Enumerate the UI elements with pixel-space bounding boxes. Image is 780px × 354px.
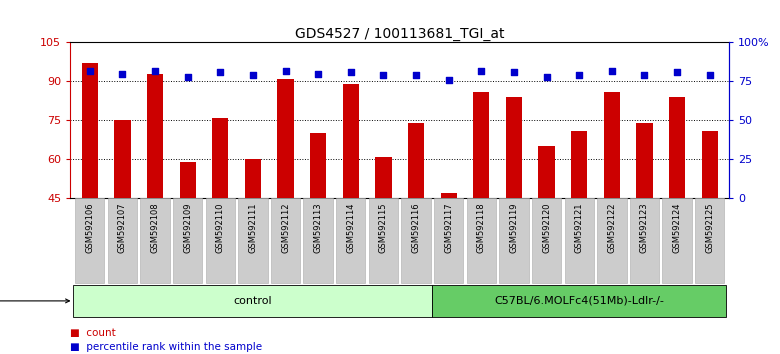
- Bar: [342, 84, 359, 198]
- Point: [345, 69, 357, 75]
- Text: control: control: [233, 296, 272, 306]
- Bar: [369, 198, 398, 283]
- Text: GSM592114: GSM592114: [346, 202, 356, 253]
- Text: GSM592119: GSM592119: [509, 202, 519, 253]
- Text: ■  count: ■ count: [70, 328, 116, 338]
- Point: [214, 69, 226, 75]
- Text: GSM592116: GSM592116: [412, 202, 420, 253]
- Text: genotype/variation: genotype/variation: [0, 296, 69, 306]
- Point: [573, 72, 586, 78]
- Point: [279, 68, 292, 73]
- Bar: [336, 198, 366, 283]
- Text: GSM592111: GSM592111: [248, 202, 257, 253]
- Bar: [212, 118, 229, 198]
- Point: [638, 72, 651, 78]
- Bar: [73, 285, 432, 317]
- Text: GSM592123: GSM592123: [640, 202, 649, 253]
- Text: GSM592108: GSM592108: [151, 202, 160, 253]
- Bar: [434, 198, 463, 283]
- Text: GSM592125: GSM592125: [705, 202, 714, 253]
- Text: GSM592120: GSM592120: [542, 202, 551, 253]
- Bar: [565, 198, 594, 283]
- Text: GSM592112: GSM592112: [281, 202, 290, 253]
- Point: [182, 74, 194, 80]
- Point: [541, 74, 553, 80]
- Bar: [499, 198, 529, 283]
- Point: [312, 71, 324, 76]
- Point: [442, 77, 455, 83]
- Text: C57BL/6.MOLFc4(51Mb)-Ldlr-/-: C57BL/6.MOLFc4(51Mb)-Ldlr-/-: [495, 296, 664, 306]
- Text: GSM592106: GSM592106: [85, 202, 94, 253]
- Point: [246, 72, 259, 78]
- Text: GSM592121: GSM592121: [575, 202, 583, 253]
- Bar: [604, 92, 620, 198]
- Point: [83, 68, 96, 73]
- Bar: [597, 198, 626, 283]
- Bar: [505, 97, 522, 198]
- Bar: [303, 198, 333, 283]
- Point: [475, 68, 488, 73]
- Text: ■  percentile rank within the sample: ■ percentile rank within the sample: [70, 342, 262, 353]
- Bar: [532, 198, 562, 283]
- Bar: [473, 92, 490, 198]
- Point: [704, 72, 716, 78]
- Bar: [179, 162, 196, 198]
- Point: [149, 68, 161, 73]
- Bar: [147, 74, 163, 198]
- Bar: [206, 198, 235, 283]
- Bar: [432, 285, 726, 317]
- Bar: [140, 198, 170, 283]
- Point: [508, 69, 520, 75]
- Text: GSM592109: GSM592109: [183, 202, 192, 253]
- Bar: [271, 198, 300, 283]
- Text: GSM592107: GSM592107: [118, 202, 127, 253]
- Bar: [245, 159, 261, 198]
- Bar: [629, 198, 659, 283]
- Bar: [238, 198, 268, 283]
- Point: [378, 72, 390, 78]
- Bar: [669, 97, 686, 198]
- Bar: [701, 131, 718, 198]
- Text: GSM592124: GSM592124: [672, 202, 682, 253]
- Text: GSM592110: GSM592110: [216, 202, 225, 253]
- Point: [116, 71, 129, 76]
- Bar: [82, 63, 98, 198]
- Title: GDS4527 / 100113681_TGI_at: GDS4527 / 100113681_TGI_at: [295, 28, 505, 41]
- Text: GSM592122: GSM592122: [608, 202, 616, 253]
- Bar: [408, 123, 424, 198]
- Bar: [636, 123, 653, 198]
- Bar: [441, 193, 457, 198]
- Bar: [310, 133, 326, 198]
- Bar: [173, 198, 202, 283]
- Text: GSM592117: GSM592117: [444, 202, 453, 253]
- Text: GSM592118: GSM592118: [477, 202, 486, 253]
- Bar: [108, 198, 137, 283]
- Point: [410, 72, 422, 78]
- Bar: [695, 198, 725, 283]
- Text: GSM592113: GSM592113: [314, 202, 323, 253]
- Point: [671, 69, 683, 75]
- Bar: [75, 198, 105, 283]
- Point: [605, 68, 618, 73]
- Bar: [466, 198, 496, 283]
- Bar: [375, 157, 392, 198]
- Bar: [278, 79, 294, 198]
- Bar: [114, 120, 130, 198]
- Text: GSM592115: GSM592115: [379, 202, 388, 253]
- Bar: [662, 198, 692, 283]
- Bar: [571, 131, 587, 198]
- Bar: [538, 146, 555, 198]
- Bar: [402, 198, 431, 283]
